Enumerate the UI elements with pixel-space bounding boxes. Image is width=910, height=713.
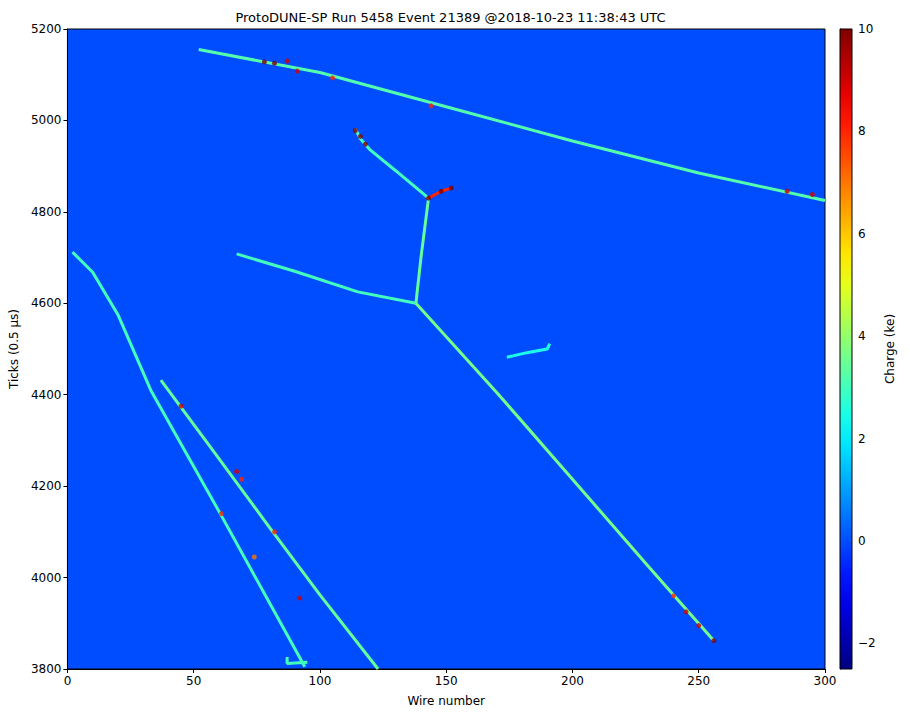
svg-text:5200: 5200 — [31, 22, 62, 36]
svg-text:0: 0 — [64, 674, 72, 688]
svg-text:10: 10 — [858, 22, 873, 36]
svg-text:0: 0 — [858, 534, 866, 548]
svg-text:300: 300 — [814, 674, 837, 688]
svg-text:ProtoDUNE-SP Run 5458 Event 21: ProtoDUNE-SP Run 5458 Event 21389 @2018-… — [235, 10, 665, 25]
svg-text:4: 4 — [858, 329, 866, 343]
svg-text:100: 100 — [309, 674, 332, 688]
svg-text:Ticks (0.5 μs): Ticks (0.5 μs) — [7, 309, 21, 390]
svg-text:4800: 4800 — [31, 205, 62, 219]
svg-text:4200: 4200 — [31, 479, 62, 493]
svg-text:2: 2 — [858, 432, 866, 446]
svg-text:Charge (ke): Charge (ke) — [883, 314, 897, 384]
svg-text:250: 250 — [687, 674, 710, 688]
svg-text:Wire number: Wire number — [407, 694, 485, 708]
svg-text:8: 8 — [858, 124, 866, 138]
svg-text:150: 150 — [435, 674, 458, 688]
svg-text:−2: −2 — [858, 636, 876, 650]
svg-text:200: 200 — [561, 674, 584, 688]
svg-text:4400: 4400 — [31, 388, 62, 402]
svg-text:4000: 4000 — [31, 571, 62, 585]
svg-text:6: 6 — [858, 227, 866, 241]
svg-text:5000: 5000 — [31, 113, 62, 127]
svg-text:4600: 4600 — [31, 296, 62, 310]
svg-text:3800: 3800 — [31, 662, 62, 676]
svg-text:50: 50 — [186, 674, 201, 688]
